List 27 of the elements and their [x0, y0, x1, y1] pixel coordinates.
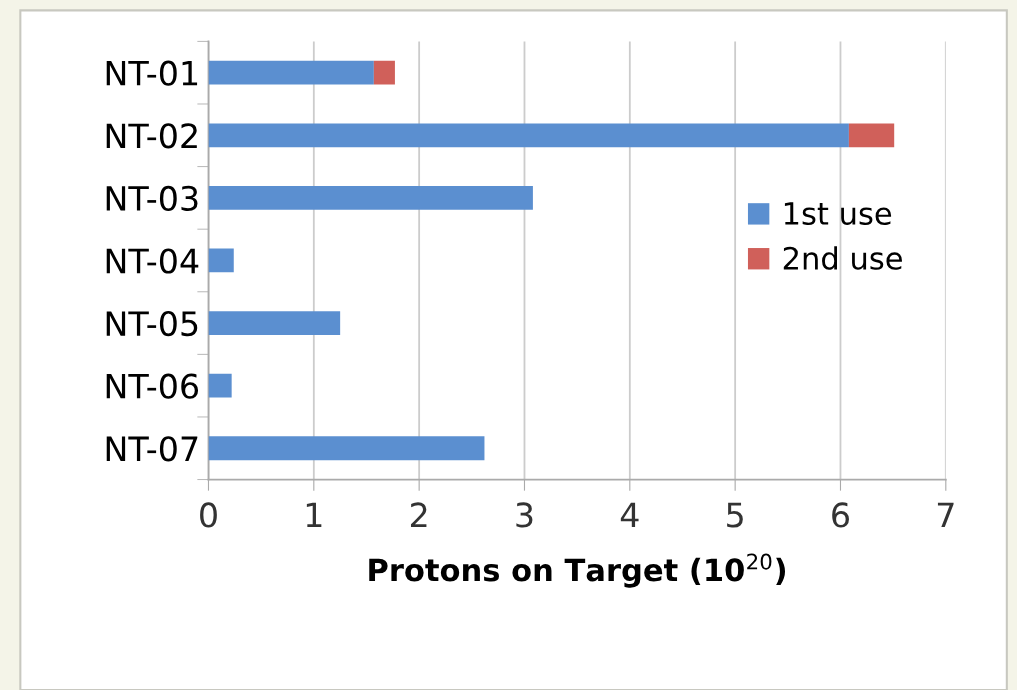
y-tick-label: NT-04 [106, 248, 199, 274]
bar [208, 436, 485, 461]
x-tick-label: 5 [727, 502, 743, 528]
x-tick-label: 2 [410, 502, 427, 528]
x-tick-label: 3 [516, 502, 533, 528]
y-tick-label: NT-01 [106, 60, 198, 86]
bar [208, 185, 533, 210]
bar [848, 123, 895, 148]
x-tick-label: 1 [306, 502, 322, 528]
bar [208, 248, 234, 273]
x-axis-title: Protons on Target (10$^{20}$) [369, 553, 786, 588]
legend-label: 2nd use [783, 246, 902, 270]
bar [208, 373, 232, 398]
bar [208, 60, 374, 85]
x-tick-label: 0 [200, 502, 217, 528]
bar [208, 311, 341, 335]
x-tick-label: 7 [937, 502, 954, 528]
y-tick-label: NT-05 [106, 310, 198, 337]
bar [208, 123, 849, 148]
y-tick-label: NT-02 [106, 123, 197, 149]
y-tick-label: NT-03 [106, 185, 198, 212]
legend-label: 1st use [784, 202, 892, 226]
bar [373, 60, 395, 85]
y-tick-label: NT-07 [106, 436, 198, 462]
x-tick-label: 6 [832, 502, 849, 528]
x-tick-label: 4 [620, 502, 639, 528]
y-tick-label: NT-06 [106, 373, 199, 399]
